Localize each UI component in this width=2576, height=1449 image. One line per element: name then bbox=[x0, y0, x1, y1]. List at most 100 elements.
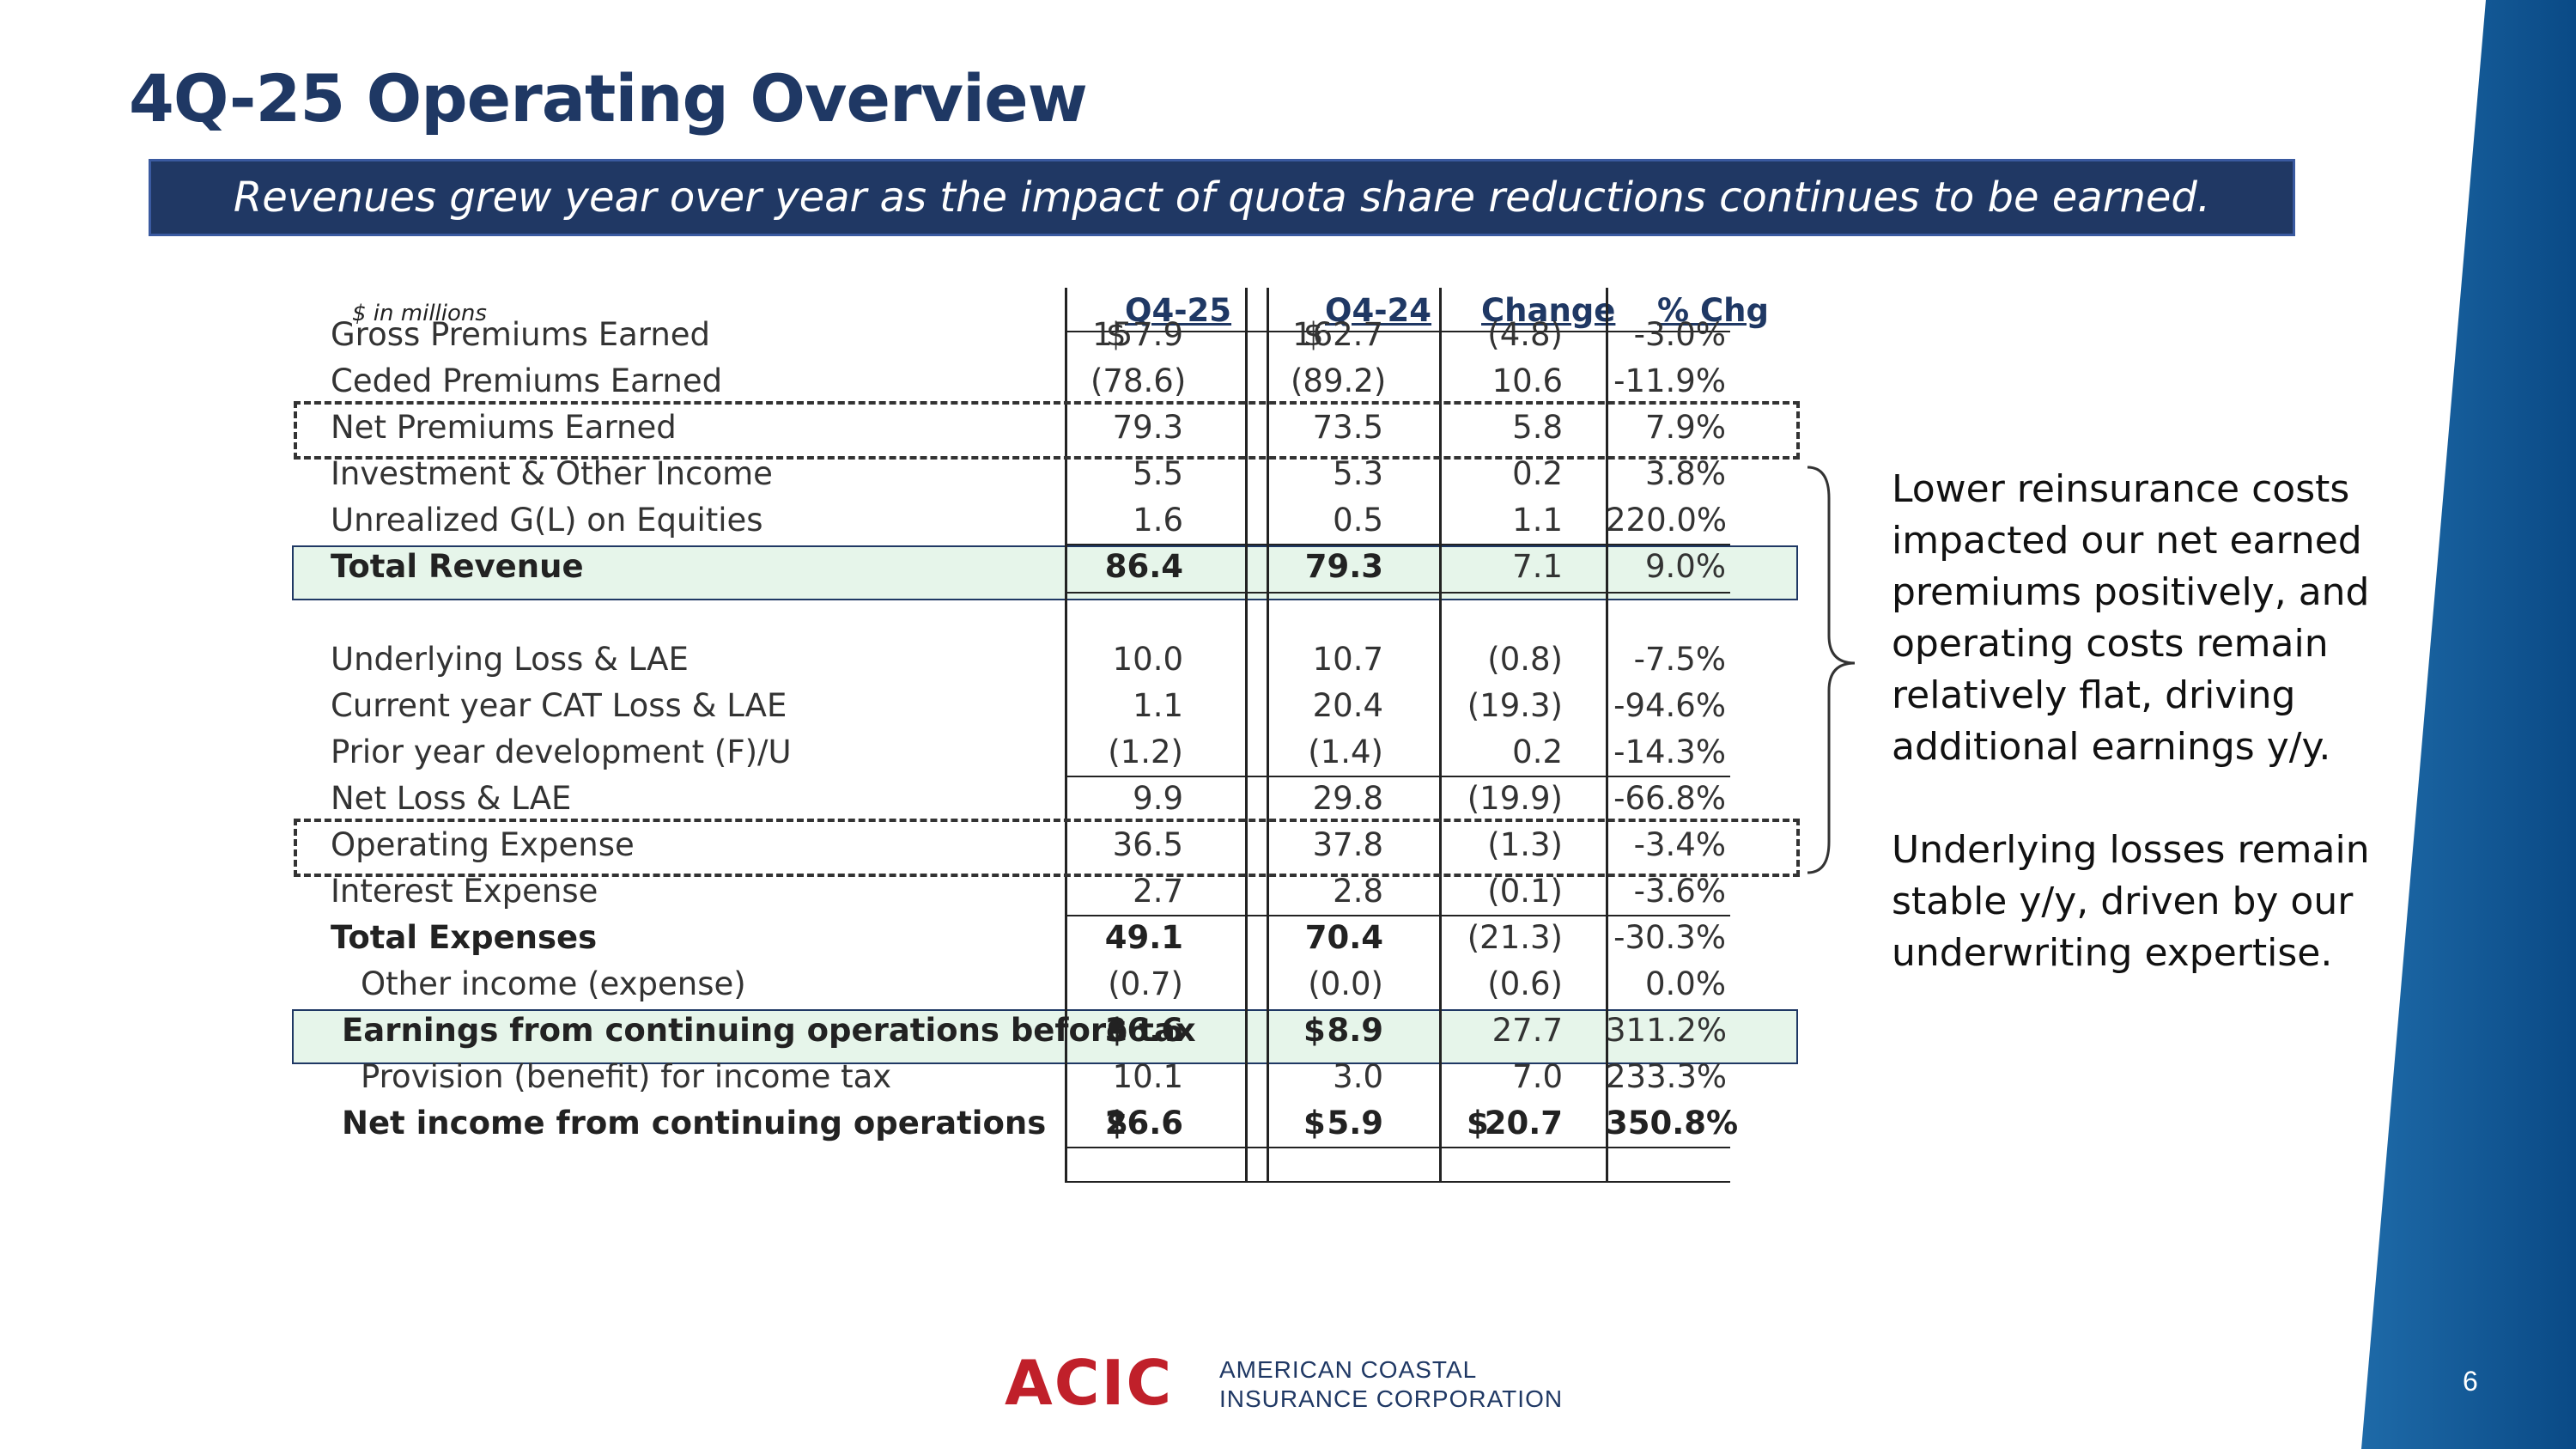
value-change: (21.3) bbox=[1467, 919, 1563, 956]
header-q4-24: Q4-24 bbox=[1325, 292, 1432, 329]
value-q4-24: 3.0 bbox=[1333, 1058, 1383, 1095]
callout-paragraph-1: Lower reinsurance costs impacted our net… bbox=[1892, 467, 2370, 769]
value-q4-25: 26.6 bbox=[1104, 1105, 1183, 1142]
row-label: Operating Expense bbox=[331, 826, 635, 863]
value-pct-chg: 233.3% bbox=[1606, 1058, 1728, 1095]
logo-mark: ACIC bbox=[1005, 1353, 1173, 1413]
value-q4-25: 157.9 bbox=[1092, 316, 1183, 353]
value-pct-chg: -14.3% bbox=[1613, 734, 1726, 770]
operating-expense-dashed-box bbox=[294, 819, 1800, 877]
row-label: Ceded Premiums Earned bbox=[331, 362, 723, 399]
value-q4-25: 5.5 bbox=[1133, 455, 1183, 492]
table-row: Current year CAT Loss & LAE 1.1 20.4 (19.3)… bbox=[292, 683, 1786, 728]
table-column-divider bbox=[1065, 288, 1067, 1181]
row-label: Prior year development (F)/U bbox=[331, 734, 792, 770]
callout-brace bbox=[1807, 466, 1856, 874]
value-q4-24: 10.7 bbox=[1312, 641, 1383, 678]
headline-banner: Revenues grew year over year as the impa… bbox=[149, 159, 2295, 236]
value-q4-24: 79.3 bbox=[1304, 548, 1383, 585]
value-change: 0.2 bbox=[1512, 455, 1563, 492]
value-q4-24: 70.4 bbox=[1304, 919, 1383, 956]
value-change: 7.0 bbox=[1512, 1058, 1563, 1095]
value-q4-24: 37.8 bbox=[1312, 826, 1383, 863]
value-pct-chg: 9.0% bbox=[1645, 548, 1726, 585]
table-column-divider bbox=[1245, 288, 1248, 1181]
table-rule bbox=[1065, 915, 1730, 916]
dollar-sign: $ bbox=[1303, 1012, 1326, 1049]
logo-line-2: INSURANCE CORPORATION bbox=[1219, 1385, 1564, 1412]
value-pct-chg: 7.9% bbox=[1645, 409, 1726, 446]
net-premiums-dashed-box bbox=[294, 401, 1800, 460]
value-q4-24: (89.2) bbox=[1291, 362, 1387, 399]
value-q4-25: (78.6) bbox=[1091, 362, 1187, 399]
value-change: 0.2 bbox=[1512, 734, 1563, 770]
value-q4-25: (1.2) bbox=[1108, 734, 1183, 770]
callout-paragraph-2: Underlying losses remain stable y/y, dri… bbox=[1892, 828, 2370, 975]
row-label: Net Loss & LAE bbox=[331, 780, 572, 817]
units-label: $ in millions bbox=[352, 301, 487, 326]
value-pct-chg: -11.9% bbox=[1613, 362, 1726, 399]
value-q4-25: 79.3 bbox=[1112, 409, 1183, 446]
table-row: Operating Expense 36.5 37.8 (1.3) -3.4% bbox=[292, 822, 1786, 868]
value-change: 27.7 bbox=[1492, 1012, 1563, 1049]
value-pct-chg: 350.8% bbox=[1606, 1105, 1739, 1142]
table-row: Underlying Loss & LAE 10.0 10.7 (0.8) -7.5% bbox=[292, 636, 1786, 682]
value-q4-25: 36.5 bbox=[1112, 826, 1183, 863]
value-q4-25: 86.4 bbox=[1104, 548, 1183, 585]
table-rule bbox=[1065, 331, 1730, 332]
row-label: Investment & Other Income bbox=[331, 455, 773, 492]
logo-company-name: AMERICAN COASTAL INSURANCE CORPORATION bbox=[1219, 1355, 1563, 1414]
value-change: 20.7 bbox=[1484, 1105, 1563, 1142]
table-column-divider bbox=[1267, 288, 1269, 1181]
dollar-sign: $ bbox=[1303, 316, 1324, 353]
value-q4-24: 20.4 bbox=[1312, 687, 1383, 724]
row-label: Total Revenue bbox=[331, 548, 584, 585]
row-label: Earnings from continuing operations befo… bbox=[342, 1012, 1196, 1049]
value-q4-25: 2.7 bbox=[1133, 873, 1183, 910]
row-label: Interest Expense bbox=[331, 873, 598, 910]
dollar-sign: $ bbox=[1106, 1012, 1128, 1049]
table-row: Net income from continuing operations $ $ $… bbox=[292, 1100, 1786, 1146]
value-pct-chg: -3.4% bbox=[1633, 826, 1726, 863]
value-q4-25: (0.7) bbox=[1108, 965, 1183, 1002]
table-row: Total Revenue 86.4 79.3 7.1 9.0% bbox=[292, 544, 1786, 589]
row-label: Gross Premiums Earned bbox=[331, 316, 711, 353]
value-change: 5.8 bbox=[1512, 409, 1563, 446]
row-label: Other income (expense) bbox=[361, 965, 746, 1002]
table-row: Total Expenses 49.1 70.4 (21.3) -30.3% bbox=[292, 915, 1786, 960]
value-q4-24: 0.5 bbox=[1333, 502, 1383, 539]
header-q4-25: Q4-25 bbox=[1125, 292, 1232, 329]
table-row: Gross Premiums Earned $ $157.9 162.7 (4.8) -3… bbox=[292, 312, 1786, 357]
row-label: Provision (benefit) for income tax bbox=[361, 1058, 892, 1095]
pretax-earnings-highlight bbox=[292, 1009, 1798, 1064]
dollar-sign: $ bbox=[1467, 1105, 1489, 1142]
value-change: (19.3) bbox=[1467, 687, 1563, 724]
value-change: 10.6 bbox=[1492, 362, 1563, 399]
value-q4-24: 5.3 bbox=[1333, 455, 1383, 492]
value-q4-24: 8.9 bbox=[1327, 1012, 1383, 1049]
row-label: Underlying Loss & LAE bbox=[331, 641, 689, 678]
value-q4-24: (1.4) bbox=[1308, 734, 1383, 770]
dollar-sign: $ bbox=[1303, 1105, 1326, 1142]
table-rule bbox=[1065, 1181, 1730, 1183]
value-pct-chg: 0.0% bbox=[1645, 965, 1726, 1002]
value-change: 7.1 bbox=[1512, 548, 1563, 585]
value-change: (0.6) bbox=[1487, 965, 1563, 1002]
table-header-row: Q4-25 Q4-24 Change % Chg bbox=[292, 288, 1786, 333]
table-row: Other income (expense) (0.7) (0.0) (0.6) 0.0… bbox=[292, 961, 1786, 1007]
acic-logo: ACIC bbox=[1005, 1353, 1173, 1413]
value-q4-24: 29.8 bbox=[1312, 780, 1383, 817]
commentary-callout: Lower reinsurance costs impacted our net… bbox=[1892, 464, 2372, 1031]
row-label: Net income from continuing operations bbox=[342, 1105, 1047, 1142]
table-column-divider bbox=[1439, 288, 1442, 1181]
page-title: 4Q-25 Operating Overview bbox=[129, 60, 1088, 137]
table-row: Earnings from continuing operations befo… bbox=[292, 1008, 1786, 1053]
value-q4-25: 10.1 bbox=[1112, 1058, 1183, 1095]
value-q4-24: 5.9 bbox=[1327, 1105, 1383, 1142]
table-row: Ceded Premiums Earned (78.6) (89.2) 10.6 -11… bbox=[292, 358, 1786, 404]
table-row: Net Loss & LAE 9.9 29.8 (19.9) -66.8% bbox=[292, 776, 1786, 821]
table-row: Interest Expense 2.7 2.8 (0.1) -3.6% bbox=[292, 868, 1786, 914]
table-rule bbox=[1065, 592, 1730, 594]
value-q4-25: 36.6 bbox=[1104, 1012, 1183, 1049]
value-change: (4.8) bbox=[1487, 316, 1563, 353]
